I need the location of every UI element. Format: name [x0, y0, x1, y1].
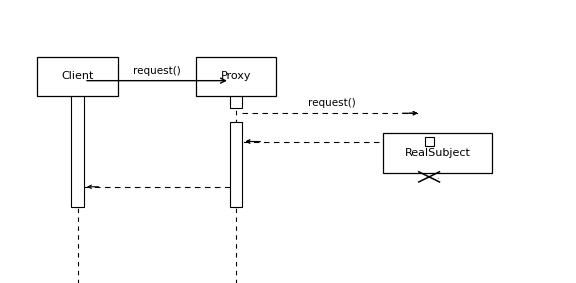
Bar	[230, 122, 242, 207]
Text: RealSubject: RealSubject	[405, 148, 471, 158]
Bar	[71, 74, 84, 207]
Bar	[425, 137, 434, 146]
Bar	[37, 57, 118, 96]
Text: Client: Client	[62, 71, 94, 82]
Text: Proxy: Proxy	[221, 71, 251, 82]
Bar	[196, 57, 276, 96]
Text: request(): request()	[133, 66, 181, 76]
Text: request(): request()	[308, 98, 355, 108]
Bar	[383, 133, 492, 173]
Bar	[230, 65, 242, 108]
